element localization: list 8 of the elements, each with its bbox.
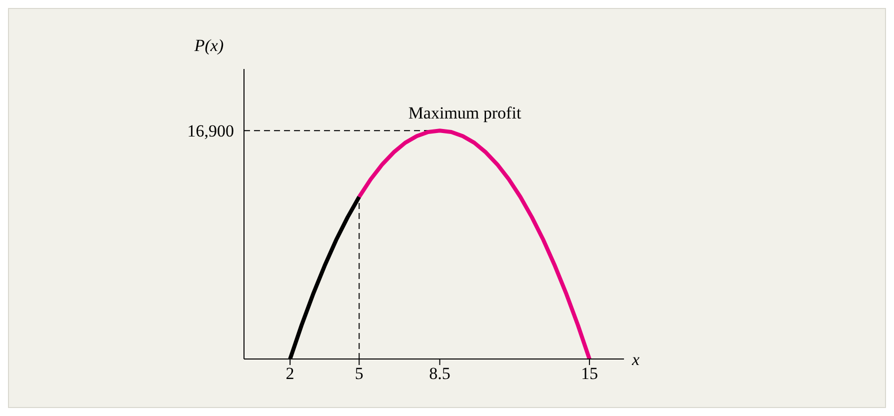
x-tick-label: 8.5: [429, 364, 450, 384]
x-tick-label: 5: [354, 364, 364, 384]
x-axis-title: x: [631, 350, 640, 370]
y-axis-title: P(x): [193, 36, 224, 55]
annotation: Maximum profit: [408, 104, 522, 123]
text: 16,900: [187, 122, 234, 141]
x-tick-label: 15: [580, 364, 598, 384]
x-tick-label: 2: [286, 364, 294, 384]
